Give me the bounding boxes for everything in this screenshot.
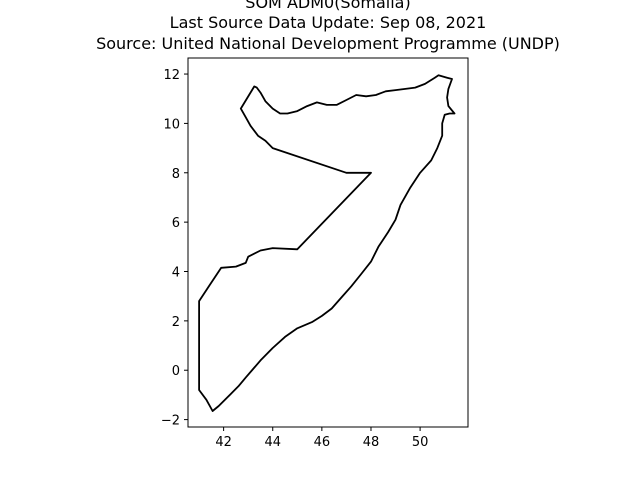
y-tick-label: 4 [172,266,180,281]
y-tick-label: 6 [172,216,180,231]
y-tick-label: 8 [172,167,180,182]
y-tick-label: 0 [172,364,180,379]
x-axis: 42 44 46 48 50 [215,427,428,450]
somalia-boundary [198,74,456,412]
x-tick-label: 50 [412,435,429,450]
map-title: SOM ADM0(Somalia) [245,0,410,12]
map-update-date: Last Source Data Update: Sep 08, 2021 [170,13,487,32]
x-tick-label: 46 [314,435,331,450]
y-tick-label: −2 [161,414,180,429]
y-tick-label: 10 [163,117,180,132]
axes-frame [187,57,469,428]
y-tick-label: 12 [163,68,180,83]
y-axis: −2 0 2 4 6 8 10 12 [161,68,188,429]
x-tick-label: 42 [215,435,232,450]
x-tick-label: 44 [264,435,281,450]
map-source: Source: United National Development Prog… [96,34,560,53]
y-tick-label: 2 [172,315,180,330]
x-tick-label: 48 [363,435,380,450]
